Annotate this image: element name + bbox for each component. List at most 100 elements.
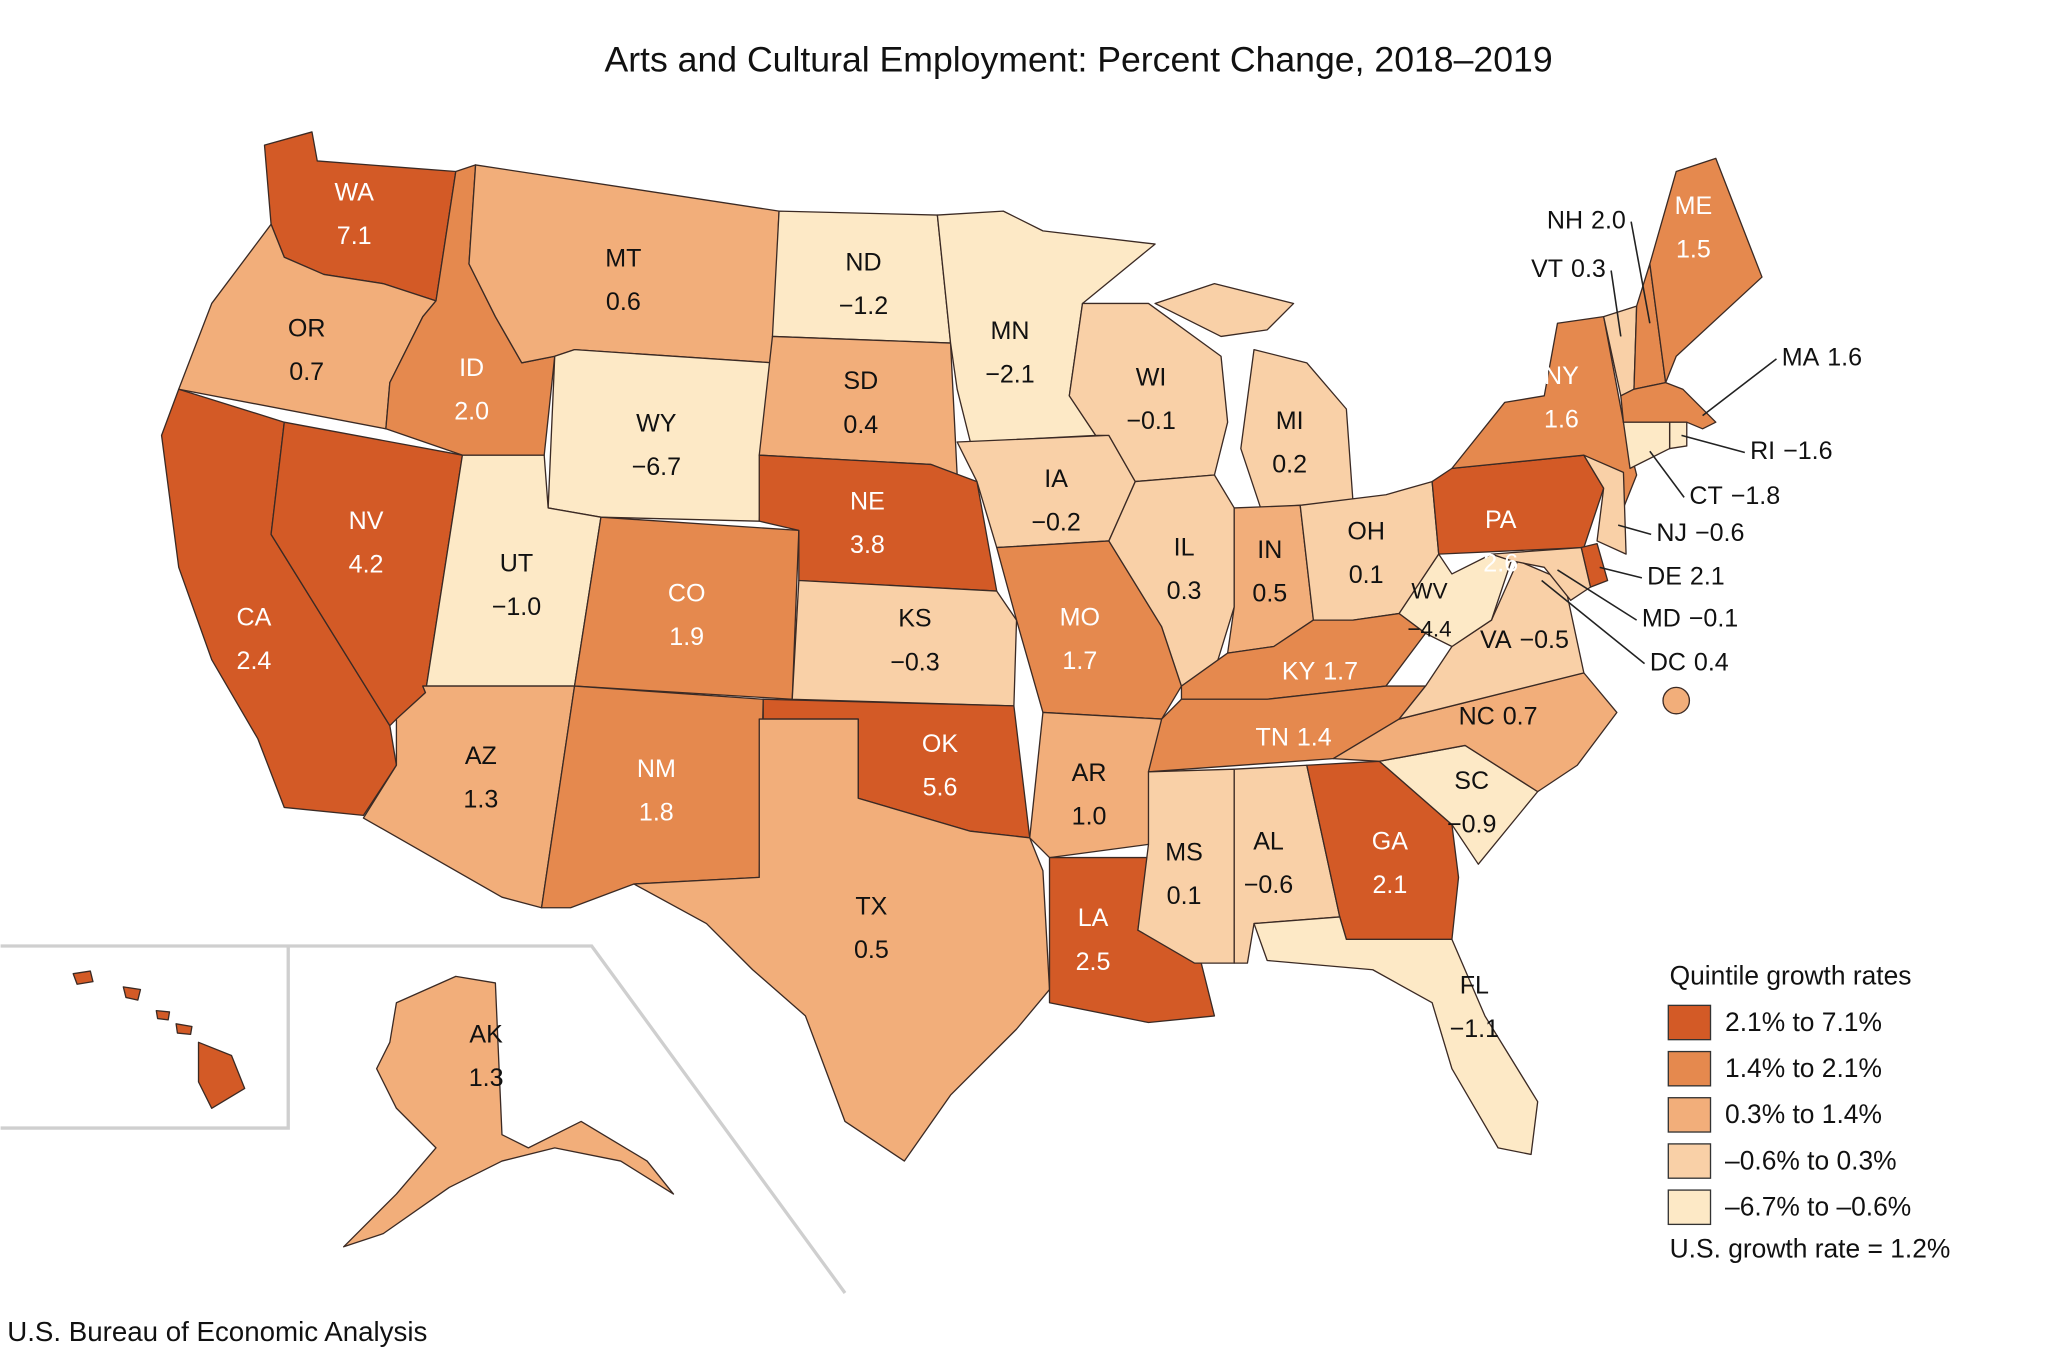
state-code: VA [1480,626,1512,654]
leader-line [1617,524,1652,536]
leader-line [1630,221,1651,324]
legend: 2.1% to 7.1% 1.4% to 2.1% 0.3% to 1.4% –0.6… [1667,1004,1911,1226]
state-shape [1662,686,1691,715]
state-shape [758,335,958,476]
state-code: AK [469,1020,503,1048]
state-value: −1.6 [1783,437,1832,465]
state-code: NH [1547,206,1583,234]
legend-swatch [1667,1004,1712,1041]
state-code: AL [1253,828,1284,856]
state-value: −0.9 [1447,811,1496,839]
state-code: WV [1411,578,1447,603]
state-value: 0.3 [1167,577,1202,605]
state-code: OH [1347,518,1385,546]
state-shape [1029,711,1163,859]
state-value: 1.3 [463,785,498,813]
state-value: 1.7 [1062,647,1097,675]
state-shape [573,516,800,700]
state-value: 0.4 [1694,648,1729,676]
state-value: −0.2 [1031,508,1080,536]
state-shape [1398,560,1585,720]
legend-label: 2.1% to 7.1% [1725,1007,1882,1037]
state-value: 1.4 [1297,723,1332,751]
state-value: 3.8 [850,531,885,559]
state-shape [342,975,675,1248]
state-code: OK [922,730,958,758]
state-code: AR [1072,759,1107,787]
state-value: 0.2 [1272,450,1307,478]
state-value: 0.7 [289,358,324,386]
state-code: MI [1276,407,1304,435]
legend-label: –6.7% to –0.6% [1725,1192,1911,1222]
state-code: HI [90,1030,115,1058]
state-value: −0.6 [1695,519,1744,547]
state-value: −4.4 [1407,617,1451,642]
state-value: 1.6 [1544,406,1579,434]
state-value: 0.3 [1571,255,1606,283]
state-code: UT [500,549,533,577]
state-code: WI [1136,363,1167,391]
state-value: 0.5 [854,936,889,964]
state-code: MD [1642,605,1681,633]
state-value: −0.1 [1689,605,1738,633]
state-shape [1490,546,1592,601]
legend-swatch [1667,1050,1712,1087]
state-value: −1.1 [1450,1015,1499,1043]
leader-line [1702,358,1777,417]
state-code: OR [288,314,326,342]
state-value: 1.7 [1323,658,1358,686]
state-value: 5.6 [923,774,958,802]
state-value: 2.0 [454,398,489,426]
state-code: MO [1060,603,1100,631]
state-value: 0.6 [606,288,641,316]
state-code: ME [1675,192,1713,220]
state-shape [1253,916,1539,1156]
state-value: −1.0 [492,593,541,621]
leader-line [1599,566,1643,579]
state-shape [540,685,764,909]
legend-label: 0.3% to 1.4% [1725,1099,1882,1129]
state-value: −1.2 [839,292,888,320]
state-code: WA [334,179,374,207]
leader-line [1541,579,1646,665]
state-value: 7.1 [337,222,372,250]
state-shape [791,579,1018,707]
state-code: DE [1647,563,1682,591]
state-code: LA [1078,904,1109,932]
state-shape [1431,454,1605,555]
legend-swatch [1667,1143,1712,1179]
states-layer [72,131,1763,1248]
state-value: 2.1 [1690,563,1725,591]
state-value: −0.5 [1520,626,1569,654]
state-value: −1.8 [1731,482,1780,510]
state-code: WY [636,409,677,437]
state-code: KY [1282,658,1316,686]
state-value: 2.0 [1591,206,1626,234]
state-code: KS [898,605,931,633]
state-code: NV [349,507,384,535]
state-value: 1.3 [469,1064,504,1092]
state-value: −0.6 [1244,871,1293,899]
map-title: Arts and Cultural Employment: Percent Ch… [604,39,1552,79]
state-code: NY [1544,362,1579,390]
state-code: NE [850,487,885,515]
state-code: SD [843,367,878,395]
state-code: AZ [465,742,497,770]
state-value: 1.9 [669,623,704,651]
state-code: NM [637,755,676,783]
state-value: 2.5 [1076,948,1111,976]
state-code: IN [1257,536,1282,564]
legend-label: 1.4% to 2.1% [1725,1053,1882,1083]
state-value: 2.1 [1372,871,1407,899]
state-code: TX [855,892,887,920]
state-value: 4.2 [349,551,384,579]
state-code: DC [1650,648,1686,676]
state-code: ID [459,354,484,382]
state-shape [1622,421,1671,470]
legend-swatch [1667,1097,1712,1133]
state-value: −2.1 [985,361,1034,389]
source-note: U.S. Bureau of Economic Analysis [7,1316,427,1347]
legend-note: U.S. growth rate = 1.2% [1670,1234,1951,1264]
